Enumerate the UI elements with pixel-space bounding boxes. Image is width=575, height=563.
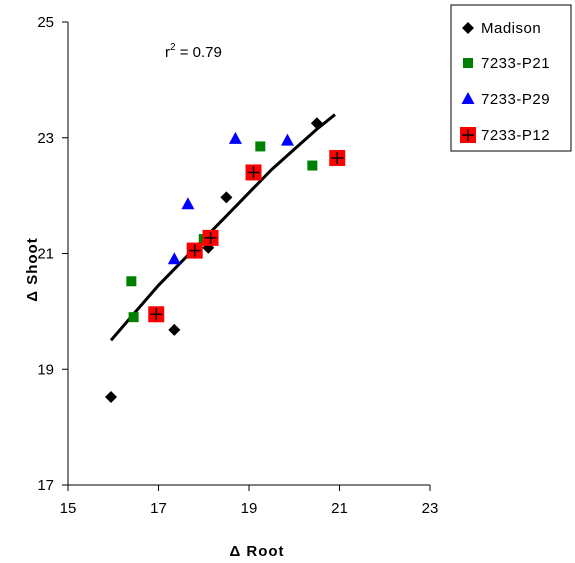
y-tick-label: 25 [37,14,54,31]
point-madison [168,323,181,336]
point-7233-p29 [228,131,242,144]
legend-label: 7233-P12 [481,127,550,144]
point-madison [104,391,117,404]
point-7233-p12 [245,164,262,181]
x-tick-label: 21 [331,500,348,517]
trendline [109,113,336,342]
point-7233-p12 [148,306,165,323]
point-7233-p29 [167,252,181,265]
legend-label: 7233-P21 [481,55,550,72]
x-tick-label: 17 [150,500,167,517]
point-7233-p12 [186,242,203,259]
legend-item-7233-p29: 7233-P29 [461,91,550,108]
point-7233-p29 [181,197,195,210]
chart-axes: 17 19 21 23 25 15 17 19 21 23 [37,14,438,517]
point-madison [220,191,233,204]
point-7233-p29 [280,133,294,146]
x-tick-label: 23 [422,500,439,517]
y-tick-label: 17 [37,477,54,494]
x-tick-label: 15 [60,500,77,517]
y-axis-title: Δ Shoot [24,237,41,301]
point-madison [310,117,323,130]
legend-marker [462,22,474,34]
legend-label: 7233-P29 [481,91,550,108]
legend-item-madison: Madison [462,20,541,37]
legend-marker [461,92,475,104]
r-squared-value: = 0.79 [176,44,222,61]
point-7233-p21 [128,312,139,323]
legend-marker [460,127,476,143]
legend-item-7233-p21: 7233-P21 [463,55,550,72]
legend-marker [463,58,473,68]
point-7233-p12 [202,229,219,246]
y-tick-label: 23 [37,130,54,147]
y-tick-label: 21 [37,246,54,263]
r-squared-annotation: r2 = 0.79 [165,42,222,61]
r-squared-superscript: 2 [170,42,176,53]
point-7233-p21 [255,141,266,152]
point-7233-p12 [329,150,346,167]
legend-item-7233-p12: 7233-P12 [460,127,550,144]
data-points [104,117,346,404]
x-axis-title: Δ Root [229,543,284,560]
x-tick-label: 19 [241,500,258,517]
y-tick-label: 19 [37,361,54,378]
trendline-group [109,113,336,342]
legend-label: Madison [481,20,541,37]
legend: Madison 7233-P21 7233-P29 7233-P12 [450,4,572,152]
point-7233-p21 [307,160,318,171]
point-7233-p21 [126,276,137,287]
